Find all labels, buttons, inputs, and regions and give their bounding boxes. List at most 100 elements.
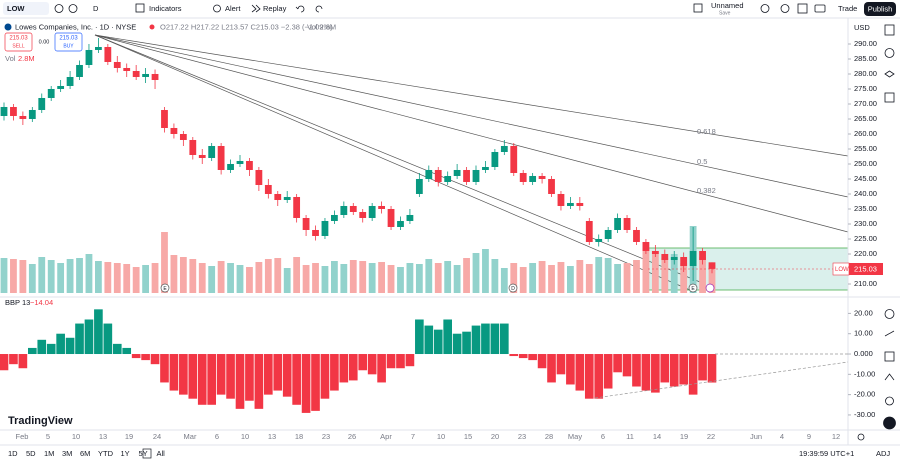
- event-marker[interactable]: [508, 283, 518, 293]
- bbp-bar: [18, 354, 28, 369]
- chart-icon[interactable]: [884, 330, 895, 337]
- sell-label[interactable]: SELL: [12, 43, 24, 49]
- redo-icon[interactable]: [315, 5, 323, 13]
- event-marker[interactable]: [160, 283, 170, 293]
- volume-bar: [123, 264, 131, 293]
- range-button[interactable]: YTD: [98, 449, 114, 458]
- bbp-bar: [131, 354, 141, 359]
- compare-icon[interactable]: [54, 4, 64, 13]
- volume-bar: [434, 263, 442, 293]
- candle-body: [538, 175, 546, 179]
- range-button[interactable]: 5D: [26, 449, 36, 458]
- interval[interactable]: D: [93, 4, 99, 13]
- add-icon[interactable]: [68, 4, 78, 13]
- adj[interactable]: ADJ: [876, 449, 890, 458]
- bbp-bar: [509, 354, 519, 357]
- undo-icon[interactable]: [295, 5, 305, 13]
- replay-icon[interactable]: [251, 4, 261, 13]
- candle-body: [529, 175, 537, 182]
- buy-price[interactable]: 215.03: [59, 36, 78, 42]
- bbp-bar: [122, 347, 132, 355]
- buy-label[interactable]: BUY: [63, 43, 74, 49]
- candle-body: [576, 202, 584, 206]
- candle-body: [567, 202, 574, 206]
- candle-body: [264, 184, 272, 194]
- replay[interactable]: Replay: [263, 4, 287, 13]
- bbp-bar: [358, 354, 368, 371]
- bbp-bar: [282, 354, 292, 397]
- time-label: 23: [518, 432, 526, 441]
- sell-button[interactable]: [4, 32, 33, 52]
- volume-bar: [19, 260, 27, 293]
- event-label[interactable]: E: [691, 286, 695, 292]
- volume-bar: [368, 263, 376, 293]
- bbp-bar: [651, 354, 660, 393]
- candle-body: [500, 145, 508, 152]
- y-tick-label: 230.00: [854, 219, 877, 228]
- candle-body: [595, 238, 603, 242]
- fullscreen-icon[interactable]: [797, 3, 808, 14]
- candle-body: [415, 178, 423, 194]
- time-settings-icon[interactable]: [857, 433, 865, 441]
- trend-line: [594, 361, 849, 399]
- alert-icon[interactable]: [213, 4, 221, 13]
- target-icon[interactable]: [884, 309, 895, 319]
- bbp-bar: [462, 331, 471, 355]
- search-icon[interactable]: [760, 4, 770, 13]
- notifications-icon[interactable]: [885, 396, 894, 406]
- layers-icon[interactable]: [884, 70, 895, 78]
- snapshot-icon[interactable]: [814, 4, 826, 13]
- bbp-bar: [188, 354, 198, 399]
- bbp-bar: [0, 354, 9, 371]
- range-button[interactable]: 1M: [44, 449, 54, 458]
- settings-icon[interactable]: [780, 4, 790, 13]
- volume-bar: [699, 257, 706, 293]
- layout-icon[interactable]: [693, 3, 703, 13]
- spread: 0.00: [39, 39, 50, 45]
- publish[interactable]: Publish: [868, 4, 893, 13]
- save[interactable]: Save: [719, 10, 731, 16]
- publish-button[interactable]: [864, 2, 896, 16]
- indicators[interactable]: Indicators: [149, 4, 182, 13]
- candle-body: [406, 214, 414, 221]
- volume-bar: [255, 262, 263, 293]
- indicators-icon[interactable]: [135, 3, 145, 13]
- range-button[interactable]: 1D: [8, 449, 18, 458]
- volume-bar: [198, 263, 206, 293]
- candle-body: [104, 46, 112, 62]
- range-button[interactable]: 1Y: [121, 449, 130, 458]
- event-label[interactable]: D: [511, 286, 515, 292]
- range-button[interactable]: 6M: [80, 449, 90, 458]
- alert[interactable]: Alert: [225, 4, 241, 13]
- buy-button[interactable]: [54, 32, 83, 52]
- range-button[interactable]: 3M: [62, 449, 72, 458]
- watchlist-icon[interactable]: [884, 24, 895, 36]
- range-button[interactable]: All: [157, 449, 166, 458]
- volume-bar: [406, 263, 414, 293]
- calendar-icon[interactable]: [884, 92, 895, 103]
- bbp-bar: [575, 354, 585, 391]
- symbol-box[interactable]: [3, 2, 49, 15]
- time-label: 6: [215, 432, 219, 441]
- volume-value: 2.8M: [18, 54, 35, 63]
- range-button[interactable]: 5Y: [139, 449, 148, 458]
- dividend-marker[interactable]: [705, 283, 715, 293]
- trade[interactable]: Trade: [838, 4, 857, 13]
- sell-price[interactable]: 215.03: [9, 36, 28, 42]
- volume-bar: [472, 253, 480, 293]
- alerts-icon[interactable]: [884, 48, 895, 58]
- goto-date-icon[interactable]: [142, 448, 152, 459]
- time-label: 13: [268, 432, 276, 441]
- news-icon[interactable]: [884, 351, 895, 362]
- bbp-bar: [301, 354, 311, 413]
- event-label[interactable]: E: [163, 286, 167, 292]
- ideas-icon[interactable]: [884, 373, 895, 381]
- event-marker[interactable]: [688, 283, 698, 293]
- time-label: 23: [322, 432, 330, 441]
- layout-name[interactable]: Unnamed: [711, 1, 744, 10]
- symbol[interactable]: LOW: [7, 4, 25, 13]
- candle-body: [10, 106, 17, 116]
- market-status: [149, 24, 155, 30]
- apps-icon[interactable]: [883, 416, 896, 430]
